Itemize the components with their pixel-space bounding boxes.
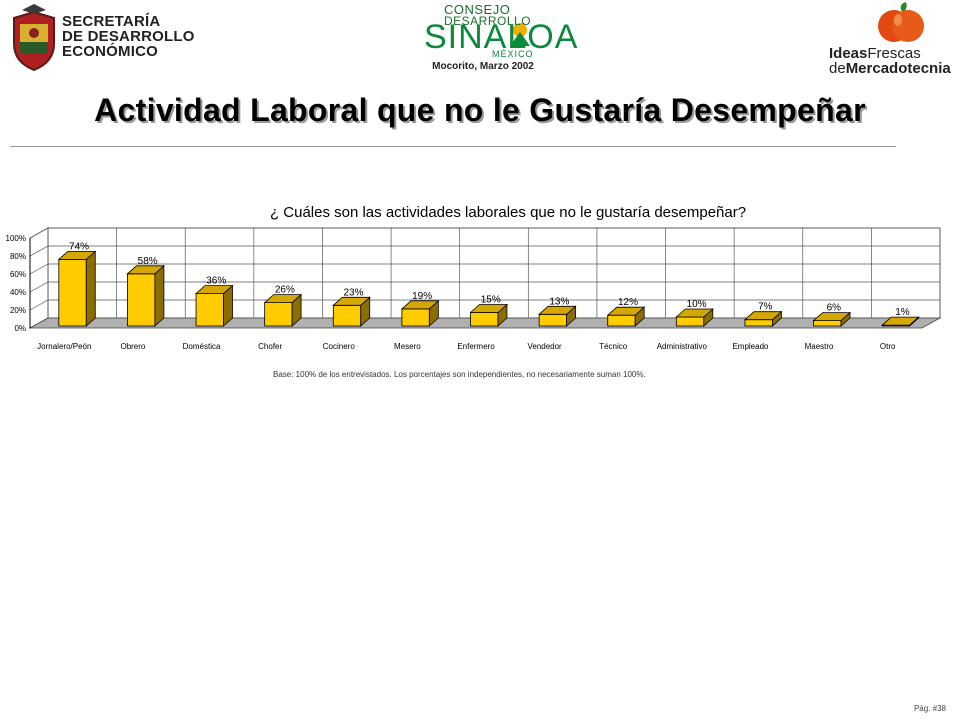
secretaria-line: SECRETARÍA (62, 13, 161, 30)
data-label: 12% (618, 297, 638, 308)
chart-note: Base: 100% de los entrevistados. Los por… (273, 370, 646, 379)
bar-top (469, 304, 509, 313)
de-word: de (829, 60, 846, 77)
bar-chart: ¿ Cuáles son las actividades laborales q… (6, 204, 942, 379)
x-category-label: Empleado (732, 342, 769, 351)
x-category-label: Vendedor (527, 342, 562, 351)
bar-front (58, 259, 87, 327)
data-label: 26% (275, 285, 295, 296)
x-category-label: Administrativo (657, 342, 708, 351)
ideas-frescas-text: IdeasFrescas (829, 45, 921, 62)
x-category-label: Chofer (258, 342, 282, 351)
bar-top (743, 311, 783, 321)
page-title: Actividad Laboral que no le Gustaría Des… (94, 92, 866, 128)
page-number: Pág. #38 (913, 704, 946, 713)
data-label: 15% (481, 295, 501, 306)
x-category-label: Enfermero (457, 342, 495, 351)
bar-top (812, 312, 852, 322)
bar-front (470, 312, 499, 327)
mexico-text: MÉXICO (492, 49, 534, 59)
data-label: 7% (758, 302, 773, 313)
data-label: 19% (412, 291, 432, 302)
bar-front (813, 320, 842, 327)
bar-front (538, 313, 567, 327)
data-label: 58% (138, 256, 158, 267)
x-category-label: Otro (880, 342, 896, 351)
y-tick-label: 80% (10, 252, 26, 261)
bar-top (538, 305, 577, 315)
consejo-sinaloa-logo-graphic (510, 23, 530, 46)
data-label: 1% (895, 307, 910, 318)
secretaria-text: SECRETARÍA DE DESARROLLO ECONÓMICO (62, 14, 195, 59)
data-label: 74% (69, 241, 89, 252)
bar-side (154, 264, 165, 327)
bar-top (606, 306, 646, 316)
sinaloa-coat-of-arms-logo (13, 4, 55, 72)
y-tick-label: 60% (10, 270, 26, 279)
x-category-label: Doméstica (183, 342, 221, 351)
data-label: 13% (549, 296, 569, 307)
bar-top (400, 300, 440, 310)
frescas-word: Frescas (867, 45, 921, 62)
de-mercadotecnia-text: deMercadotecnia (829, 60, 951, 77)
sinaloa-text: SINALOA (424, 18, 579, 56)
bar-front (744, 319, 773, 327)
y-tick-label: 40% (10, 288, 26, 297)
data-label: 10% (687, 299, 707, 310)
bar-top (263, 294, 303, 303)
bar-side (85, 250, 96, 327)
apple-logo (878, 2, 924, 42)
data-label: 6% (827, 303, 842, 314)
plot-side-wall (29, 227, 49, 329)
bar-top (881, 316, 920, 326)
y-tick-label: 0% (14, 324, 26, 333)
y-tick-label: 100% (6, 234, 26, 243)
ideas-word: Ideas (829, 45, 868, 62)
x-category-label: Cocinero (323, 342, 356, 351)
bar-front (607, 314, 636, 327)
bar-top (57, 251, 97, 260)
bar-front (332, 304, 362, 327)
bar-top (332, 296, 371, 306)
x-category-label: Jornalero/Peón (37, 342, 91, 351)
bar-front (195, 293, 224, 327)
bar-front (127, 273, 156, 327)
bar-top (126, 265, 165, 275)
data-label: 23% (343, 287, 363, 298)
bar-top (675, 308, 714, 318)
x-category-label: Maestro (805, 342, 834, 351)
bar-top (194, 285, 234, 294)
mercadotecnia-word: Mercadotecnia (845, 60, 951, 77)
bar-front (401, 308, 430, 327)
y-tick-label: 20% (10, 306, 26, 315)
bar-front (675, 316, 705, 327)
chart-title: ¿ Cuáles son las actividades laborales q… (270, 204, 746, 221)
x-category-label: Mesero (394, 342, 421, 351)
x-category-label: Obrero (120, 342, 145, 351)
secretaria-line: ECONÓMICO (62, 43, 158, 60)
location-date: Mocorito, Marzo 2002 (432, 61, 534, 72)
secretaria-line: DE DESARROLLO (62, 28, 195, 45)
bar-front (264, 302, 293, 327)
x-category-label: Técnico (599, 342, 628, 351)
consejo-text: CONSEJO (444, 2, 511, 17)
title-divider (10, 146, 896, 147)
desarrollo-text: DESARROLLO (444, 14, 532, 28)
data-label: 36% (206, 276, 226, 287)
